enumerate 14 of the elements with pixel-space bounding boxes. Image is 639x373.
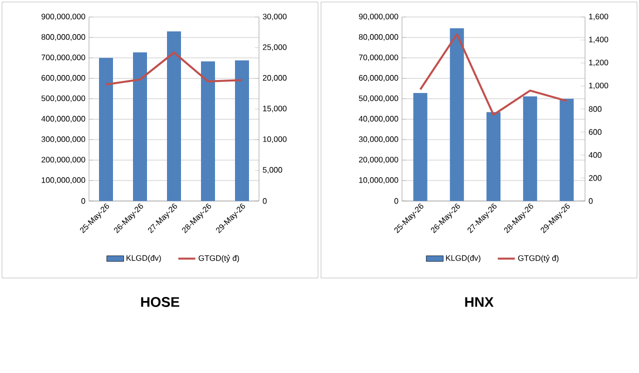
- bar: [133, 52, 147, 201]
- bar: [413, 93, 428, 201]
- bar: [99, 58, 113, 201]
- bar: [166, 31, 181, 201]
- text: HOSE: [141, 297, 180, 307]
- bar: [200, 61, 215, 201]
- bar: [560, 98, 574, 201]
- bar: [486, 112, 501, 201]
- text: HNX: [465, 297, 494, 307]
- line-series: [419, 33, 568, 116]
- bar: [523, 96, 538, 201]
- line-series: [105, 52, 243, 86]
- bar: [234, 60, 249, 201]
- bar: [450, 28, 464, 201]
